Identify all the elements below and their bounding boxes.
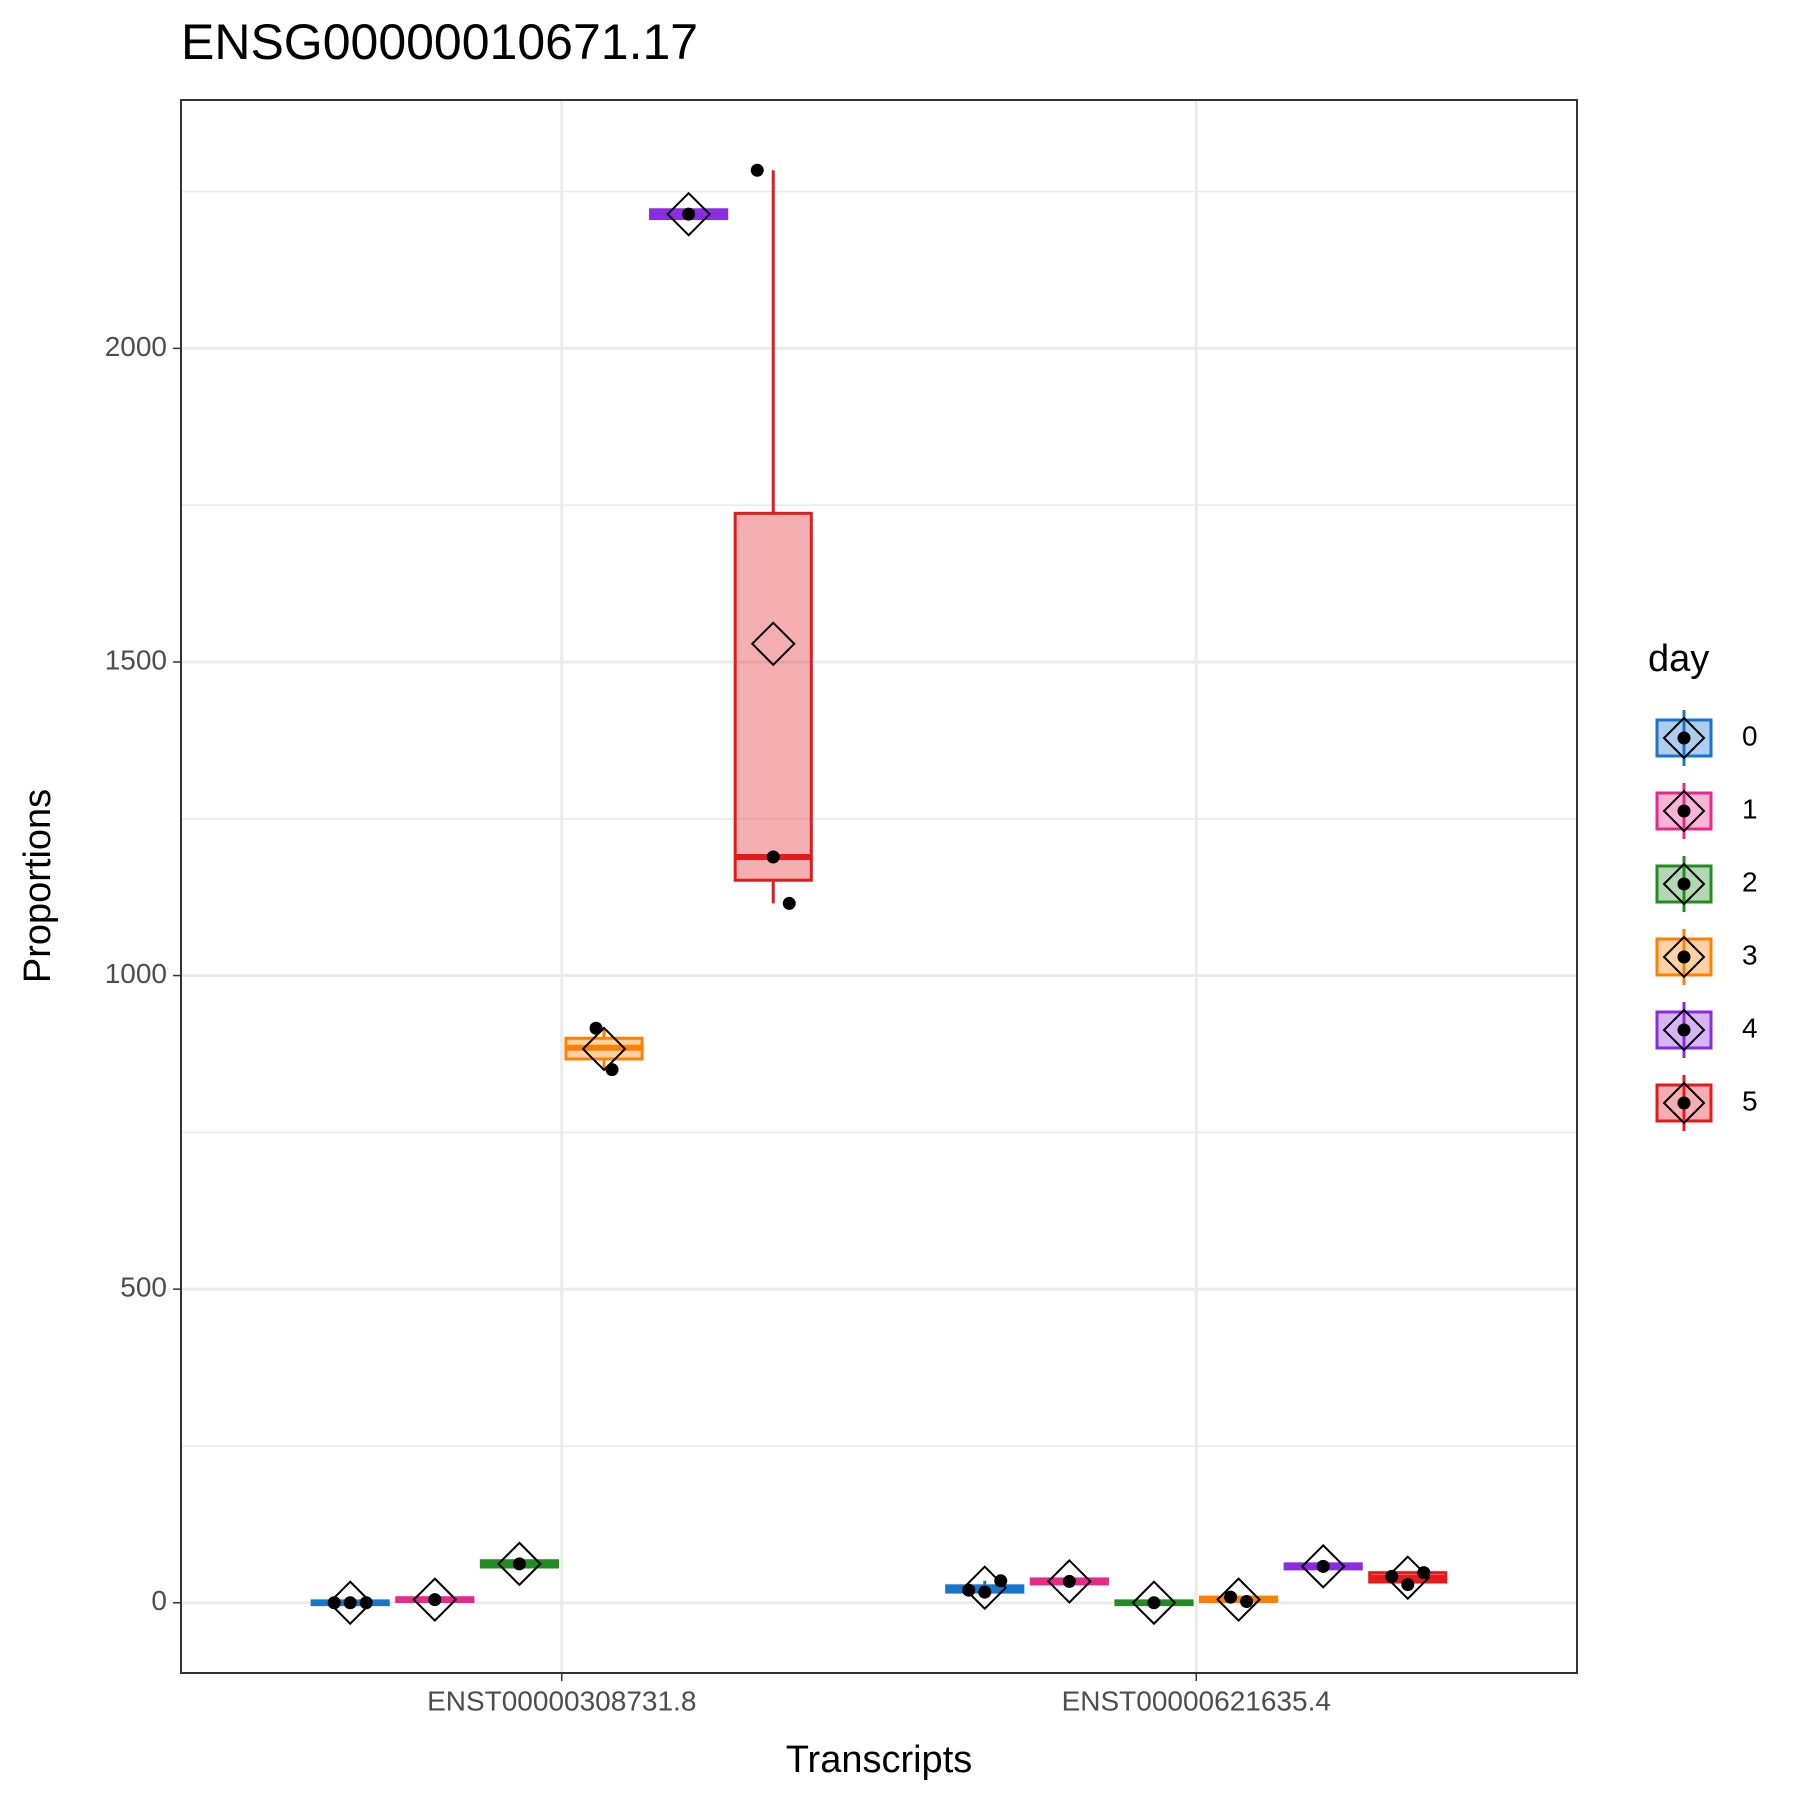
data-point [428,1593,442,1607]
data-point [978,1585,992,1599]
plot-border [180,99,1578,1674]
data-point [766,850,780,864]
y-tick-label: 1500 [105,644,167,675]
box-group [649,191,729,237]
mean-marker [581,1026,627,1072]
box-group [395,1577,475,1623]
legend-mean [1662,935,1706,979]
data-point [750,163,764,177]
y-tick-label: 0 [151,1585,167,1616]
chart-title: ENSG00000010671.17 [181,14,698,70]
legend-title: day [1648,638,1709,680]
legend-point [1677,877,1691,891]
data-point [589,1021,603,1035]
data-point [682,207,696,221]
legend-label: 4 [1742,1012,1758,1043]
y-axis-label: Proportions [17,789,59,983]
legend-label: 2 [1742,866,1758,897]
legend-key [1655,937,1713,977]
box-group [1199,1577,1279,1623]
legend-point [1677,1096,1691,1110]
mean-marker [1131,1580,1177,1626]
data-point [1417,1566,1431,1580]
data-point [359,1596,373,1610]
y-tick-label: 2000 [105,331,167,362]
box-group [945,1565,1025,1611]
x-tick-label: ENST00000308731.8 [427,1685,696,1716]
mean-marker [1300,1543,1346,1589]
data-point [1401,1578,1415,1592]
box-group [310,1580,390,1626]
data-point [343,1596,357,1610]
x-tick-label: ENST00000621635.4 [1062,1685,1331,1716]
mean-marker [412,1577,458,1623]
legend-point [1677,731,1691,745]
data-point [327,1596,341,1610]
box-group [564,1021,644,1077]
legend-point [1677,1023,1691,1037]
legend-label: 3 [1742,939,1758,970]
legend-label: 1 [1742,793,1758,824]
data-point [512,1557,526,1571]
legend-mean [1662,862,1706,906]
mean-marker [1046,1559,1092,1604]
mean-marker [1216,1577,1261,1623]
legend-mean [1662,789,1706,833]
mean-marker [666,191,712,237]
legend-mean [1662,1081,1706,1125]
data-point [1316,1559,1330,1573]
box-group [1114,1580,1194,1626]
box-group [1029,1559,1109,1604]
box-group [733,163,813,910]
box-group [1368,1555,1448,1601]
box-group [1283,1543,1363,1589]
y-tick-label: 1000 [105,958,167,989]
data-point [1385,1569,1399,1583]
legend-key [1655,1083,1713,1123]
legend-mean [1662,716,1706,760]
box-group [479,1541,559,1587]
data-point [605,1063,619,1077]
box [733,511,813,882]
legend-point [1677,804,1691,818]
legend-mean [1662,1008,1706,1052]
data-point [1062,1574,1076,1588]
data-point [994,1574,1008,1588]
legend-point [1677,950,1691,964]
legend-label: 0 [1742,720,1758,751]
data-point [1240,1595,1254,1608]
mean-marker [327,1580,373,1626]
x-axis-label: Transcripts [786,1739,973,1781]
data-point [962,1583,976,1597]
mean-marker [750,621,796,667]
legend-label: 5 [1742,1085,1758,1116]
y-tick-label: 500 [120,1272,167,1303]
mean-marker [497,1541,542,1587]
data-point [1224,1590,1238,1604]
data-point [782,896,796,910]
data-point [1147,1596,1161,1610]
